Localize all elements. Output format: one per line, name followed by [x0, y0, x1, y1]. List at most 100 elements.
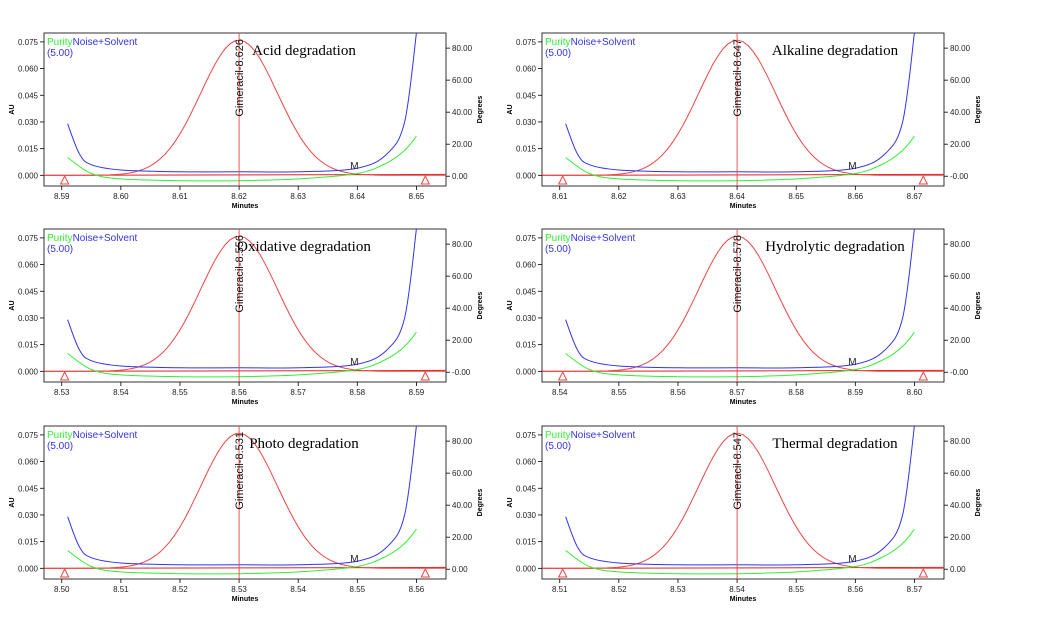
chart-panel: 0.000 0.015 0.030 0.045 0.060 0.075 AU -0.00 20.… — [507, 228, 982, 406]
x-axis-label: Minutes — [730, 203, 757, 210]
right-tick-label: 40.00 — [452, 304, 473, 313]
x-tick-label: 8.56 — [409, 585, 425, 594]
y-tick-label: 0.030 — [18, 314, 39, 323]
right-tick-label: 20.00 — [452, 140, 473, 149]
legend-noise-solvent: Noise+Solvent — [571, 37, 636, 48]
right-tick-label: 40.00 — [950, 501, 971, 510]
x-axis-label: Minutes — [730, 399, 757, 406]
y-tick-label: 0.060 — [516, 458, 537, 467]
y-axis-label-right: Degrees — [975, 489, 982, 517]
legend-threshold: (5.00) — [47, 441, 73, 452]
y-tick-label: 0.075 — [18, 38, 39, 47]
integration-triangle — [918, 567, 929, 578]
y-tick-label: 0.045 — [516, 484, 537, 493]
x-tick-label: 8.51 — [552, 585, 568, 594]
panel-title: Oxidative degradation — [237, 239, 371, 255]
x-tick-label: 8.53 — [231, 585, 247, 594]
x-tick-label: 8.67 — [907, 192, 923, 201]
integration-triangle — [420, 370, 431, 381]
y-tick-label: 0.060 — [18, 261, 39, 270]
x-tick-label: 8.55 — [611, 388, 627, 397]
legend-purity: Purity — [47, 37, 73, 48]
x-axis-label: Minutes — [232, 596, 259, 603]
y-axis-label-right: Degrees — [477, 96, 484, 124]
integration-triangle — [557, 174, 568, 185]
m-marker-label: M — [848, 161, 856, 172]
y-tick-label: 0.030 — [18, 511, 39, 520]
right-tick-label: 60.00 — [452, 272, 473, 281]
y-tick-label: 0.015 — [516, 341, 537, 350]
plot-frame — [43, 228, 447, 383]
x-tick-label: 8.55 — [172, 388, 188, 397]
x-tick-label: 8.56 — [670, 388, 686, 397]
plot-frame — [541, 228, 945, 383]
right-tick-label: 20.00 — [452, 533, 473, 542]
y-axis-label-left: AU — [507, 300, 514, 310]
x-tick-label: 8.54 — [113, 388, 129, 397]
right-tick-label: 60.00 — [452, 76, 473, 85]
peak-line — [542, 432, 944, 569]
m-marker-label: M — [350, 357, 358, 368]
x-tick-label: 8.51 — [113, 585, 129, 594]
y-tick-label: 0.075 — [516, 234, 537, 243]
y-axis-label-left: AU — [507, 497, 514, 507]
y-tick-label: 0.045 — [18, 484, 39, 493]
right-tick-label: 40.00 — [950, 304, 971, 313]
x-tick-label: 8.63 — [290, 192, 306, 201]
y-tick-label: 0.060 — [516, 261, 537, 270]
y-tick-label: 0.030 — [516, 511, 537, 520]
purity-line — [565, 331, 915, 378]
peak-label: Gimeracil-8.626 — [234, 39, 246, 117]
y-tick-label: 0.015 — [516, 145, 537, 154]
x-tick-label: 8.55 — [350, 585, 366, 594]
chart-panel: 0.000 0.015 0.030 0.045 0.060 0.075 AU -0.00 20.… — [9, 228, 484, 406]
plot-frame — [43, 32, 447, 187]
peak-label: Gimeracil-8.647 — [732, 39, 744, 117]
chart-panel: 0.000 0.015 0.030 0.045 0.060 0.075 AU -0.00 20.… — [507, 32, 982, 210]
y-tick-label: 0.015 — [18, 145, 39, 154]
y-axis-label-right: Degrees — [975, 292, 982, 320]
y-axis-label-left: AU — [9, 300, 16, 310]
panel-title: Hydrolytic degradation — [765, 239, 905, 255]
peak-line — [44, 432, 446, 569]
x-tick-label: 8.59 — [848, 388, 864, 397]
y-tick-label: 0.030 — [516, 118, 537, 127]
right-tick-label: 60.00 — [950, 469, 971, 478]
x-axis-label: Minutes — [232, 203, 259, 210]
purity-line — [67, 528, 417, 575]
integration-triangle — [59, 174, 70, 185]
integration-triangle — [59, 567, 70, 578]
legend: PurityNoise+Solvent — [545, 37, 636, 48]
y-tick-label: 0.030 — [18, 118, 39, 127]
y-tick-label: 0.000 — [516, 564, 537, 573]
x-tick-label: 8.57 — [290, 388, 306, 397]
legend-noise-solvent: Noise+Solvent — [571, 233, 636, 244]
x-tick-label: 8.57 — [729, 388, 745, 397]
panel-title: Alkaline degradation — [772, 43, 899, 59]
right-tick-label: -0.00 — [950, 172, 969, 181]
panel-title: Photo degradation — [249, 436, 359, 452]
legend-purity: Purity — [47, 233, 73, 244]
y-tick-label: 0.015 — [18, 538, 39, 547]
y-tick-label: 0.060 — [18, 458, 39, 467]
right-tick-label: 80.00 — [950, 240, 971, 249]
legend-noise-solvent: Noise+Solvent — [73, 430, 138, 441]
x-tick-label: 8.62 — [611, 192, 627, 201]
y-tick-label: 0.075 — [516, 38, 537, 47]
m-marker-label: M — [848, 554, 856, 565]
integration-triangle — [918, 174, 929, 185]
x-tick-label: 8.54 — [729, 585, 745, 594]
purity-line — [67, 135, 417, 182]
legend: PurityNoise+Solvent — [47, 233, 138, 244]
y-tick-label: 0.060 — [516, 65, 537, 74]
y-tick-label: 0.075 — [18, 234, 39, 243]
plot-frame — [541, 425, 945, 580]
chart-panel: 0.000 0.015 0.030 0.045 0.060 0.075 AU 0.00 20.0… — [9, 32, 484, 210]
m-marker-label: M — [848, 357, 856, 368]
legend: PurityNoise+Solvent — [545, 430, 636, 441]
y-tick-label: 0.045 — [516, 91, 537, 100]
x-tick-label: 8.57 — [907, 585, 923, 594]
y-tick-label: 0.045 — [18, 287, 39, 296]
chart-panel: 0.000 0.015 0.030 0.045 0.060 0.075 AU 0.00 20.0… — [9, 425, 484, 603]
